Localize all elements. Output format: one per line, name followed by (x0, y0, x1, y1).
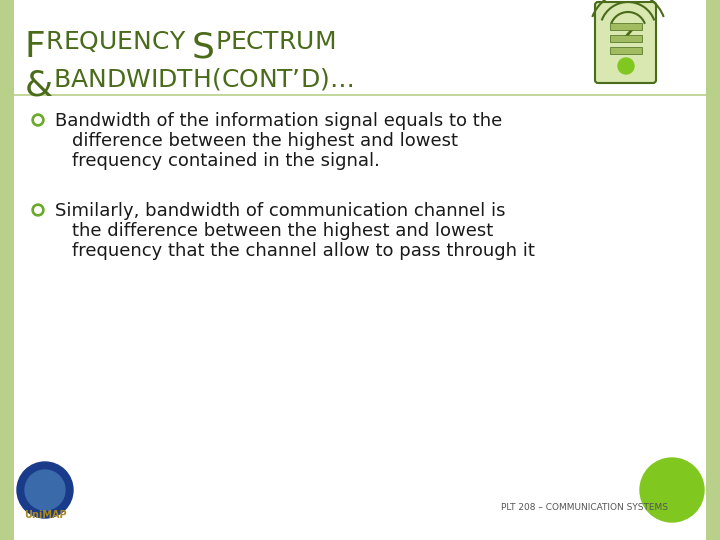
Text: S: S (192, 30, 215, 64)
Text: difference between the highest and lowest: difference between the highest and lowes… (72, 132, 458, 150)
Text: H: H (193, 68, 212, 92)
Text: PLT 208 – COMMUNICATION SYSTEMS: PLT 208 – COMMUNICATION SYSTEMS (501, 503, 668, 512)
Text: B: B (53, 68, 71, 92)
Text: A: A (71, 68, 88, 92)
Circle shape (640, 458, 704, 522)
Bar (610, 35, 642, 42)
Text: W: W (125, 68, 150, 92)
Text: N: N (88, 68, 107, 92)
Text: UniMAP: UniMAP (24, 510, 66, 520)
Text: T: T (264, 30, 279, 54)
Text: C: C (221, 68, 238, 92)
Bar (0, 0, 14, 540)
Text: D: D (158, 68, 177, 92)
Text: frequency that the channel allow to pass through it: frequency that the channel allow to pass… (72, 242, 535, 260)
Circle shape (35, 207, 41, 213)
Circle shape (17, 462, 73, 518)
Text: C: C (151, 30, 169, 54)
Text: F: F (25, 30, 46, 64)
Text: I: I (150, 68, 158, 92)
Text: U: U (99, 30, 117, 54)
Circle shape (32, 204, 44, 216)
Circle shape (35, 117, 41, 123)
Circle shape (32, 114, 44, 126)
Text: U: U (296, 30, 315, 54)
Text: E: E (230, 30, 246, 54)
Circle shape (25, 470, 65, 510)
Text: ’: ’ (292, 68, 300, 92)
Text: ): ) (320, 68, 330, 92)
Text: D: D (107, 68, 125, 92)
Text: C: C (246, 30, 264, 54)
Text: T: T (277, 68, 292, 92)
Text: (: ( (212, 68, 221, 92)
Circle shape (618, 58, 634, 74)
Text: frequency contained in the signal.: frequency contained in the signal. (72, 152, 380, 170)
Text: &: & (25, 68, 53, 102)
Bar (706, 0, 720, 540)
Bar (610, 23, 642, 30)
Text: E: E (63, 30, 79, 54)
FancyBboxPatch shape (595, 2, 656, 83)
Text: T: T (177, 68, 193, 92)
Text: R: R (46, 30, 63, 54)
Text: Similarly, bandwidth of communication channel is: Similarly, bandwidth of communication ch… (55, 202, 505, 220)
Text: D: D (300, 68, 320, 92)
Text: Y: Y (169, 30, 184, 54)
Text: Q: Q (79, 30, 99, 54)
Text: the difference between the highest and lowest: the difference between the highest and l… (72, 222, 493, 240)
Text: E: E (117, 30, 132, 54)
Text: N: N (258, 68, 277, 92)
Text: N: N (132, 30, 151, 54)
Text: R: R (279, 30, 296, 54)
Text: P: P (215, 30, 230, 54)
Text: O: O (238, 68, 258, 92)
Text: …: … (330, 68, 354, 92)
Bar (610, 47, 642, 54)
Text: Bandwidth of the information signal equals to the: Bandwidth of the information signal equa… (55, 112, 503, 130)
Text: M: M (315, 30, 336, 54)
